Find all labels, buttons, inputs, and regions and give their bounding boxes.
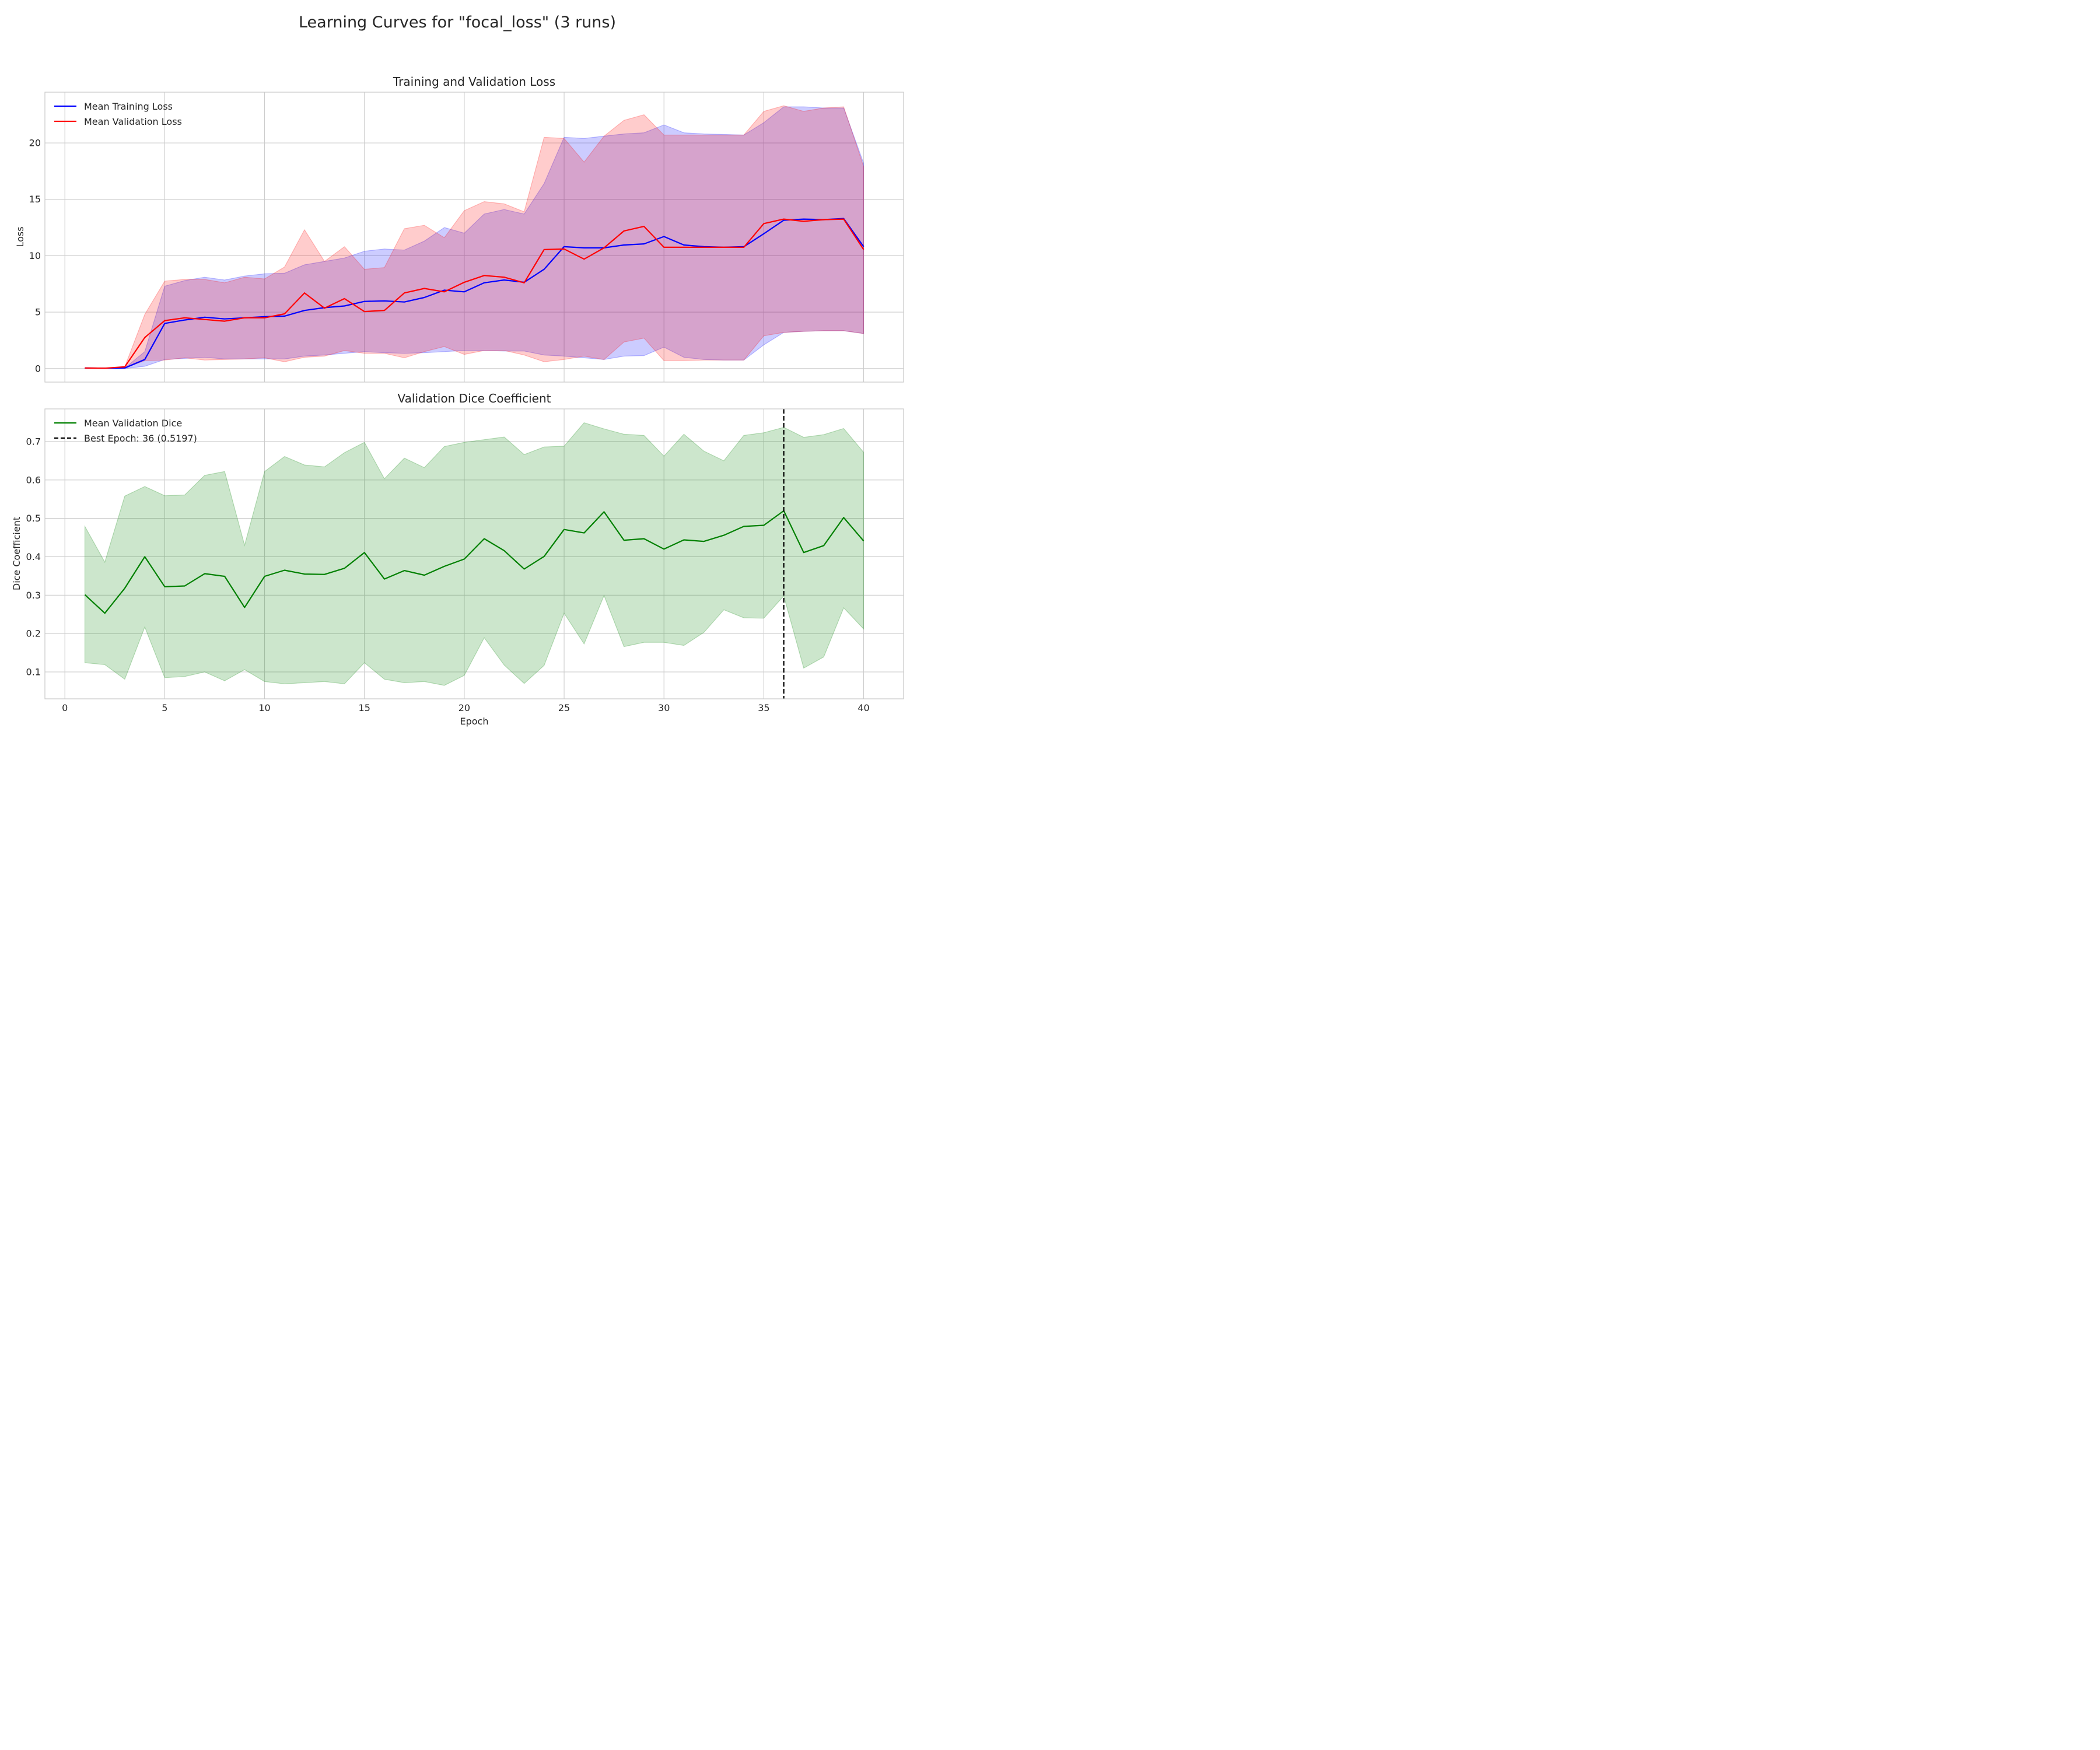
y-tick-label: 5	[35, 307, 41, 318]
x-tick-label: 20	[459, 702, 470, 713]
x-tick-label: 15	[359, 702, 370, 713]
x-tick-label: 40	[858, 702, 869, 713]
y-tick-label: 0	[35, 363, 41, 374]
loss-axes-frame	[44, 92, 904, 383]
figure-suptitle: Learning Curves for "focal_loss" (3 runs…	[299, 13, 616, 32]
legend-label-validation-loss: Mean Validation Loss	[84, 116, 182, 127]
y-tick-label: 10	[29, 250, 41, 261]
x-tick-label: 25	[558, 702, 570, 713]
legend-label-best-epoch: Best Epoch: 36 (0.5197)	[84, 433, 197, 444]
y-tick-label: 0.6	[26, 474, 41, 485]
loss-lines	[85, 218, 864, 369]
loss-legend: Mean Training Loss Mean Validation Loss	[54, 101, 182, 127]
figure: Learning Curves for "focal_loss" (3 runs…	[0, 0, 915, 762]
x-tick-label: 0	[62, 702, 68, 713]
dice-y-axis-label: Dice Coefficient	[11, 517, 22, 590]
y-tick-label: 0.5	[26, 513, 41, 524]
mean-line-val	[85, 218, 864, 369]
y-tick-label: 0.2	[26, 628, 41, 639]
x-tick-label: 10	[258, 702, 270, 713]
y-tick-label: 0.1	[26, 666, 41, 677]
legend-label-validation-dice: Mean Validation Dice	[84, 418, 182, 429]
dice-grid	[45, 409, 904, 699]
x-tick-label: 35	[758, 702, 769, 713]
dice-axes-frame	[44, 408, 904, 699]
y-tick-label: 0.4	[26, 551, 41, 562]
std-band-train	[84, 106, 864, 369]
loss-grid	[45, 92, 904, 382]
dice-panel-title: Validation Dice Coefficient	[398, 391, 551, 405]
dice-bands	[84, 422, 864, 686]
x-tick-label: 5	[162, 702, 167, 713]
loss-bands	[84, 105, 864, 369]
loss-y-axis-label: Loss	[15, 226, 26, 247]
y-tick-label: 0.3	[26, 590, 41, 601]
dice-legend: Mean Validation Dice Best Epoch: 36 (0.5…	[54, 418, 197, 444]
dice-y-ticks: 0.1 0.2 0.3 0.4 0.5 0.6 0.7	[26, 436, 41, 677]
x-axis-label: Epoch	[460, 716, 489, 727]
loss-panel: 0 5 10 15 20 Training and Validation Loss Lo…	[15, 75, 904, 383]
y-tick-label: 0.7	[26, 436, 41, 447]
legend-label-training-loss: Mean Training Loss	[84, 101, 173, 112]
figure-canvas: Learning Curves for "focal_loss" (3 runs…	[11, 13, 904, 727]
loss-y-ticks: 0 5 10 15 20	[29, 138, 41, 374]
y-tick-label: 15	[29, 194, 41, 205]
y-tick-label: 20	[29, 138, 41, 149]
std-band-dice	[84, 422, 864, 686]
dice-x-ticks: 0 5 10 15 20 25 30 35 40	[62, 702, 870, 713]
mean-line-dice	[84, 510, 864, 614]
x-tick-label: 30	[658, 702, 670, 713]
dice-lines	[84, 409, 864, 699]
std-band-val	[84, 105, 864, 369]
loss-panel-title: Training and Validation Loss	[393, 75, 555, 89]
dice-panel: 0.1 0.2 0.3 0.4 0.5 0.6 0.7 0 5 10 15 20 25 30 35 40 V…	[11, 391, 904, 727]
